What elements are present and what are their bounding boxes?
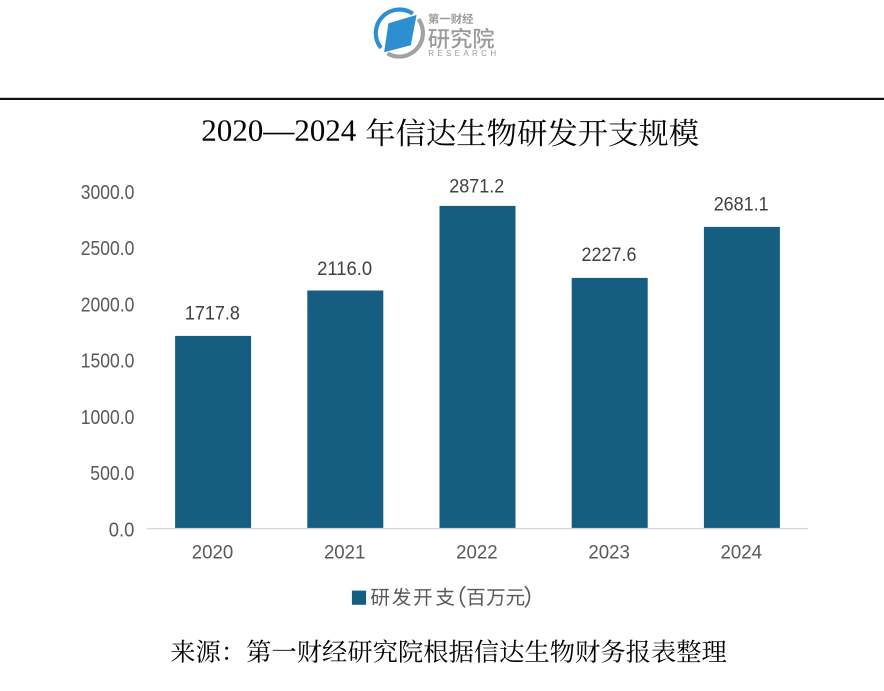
svg-text:2022: 2022 [456,543,498,564]
svg-text:2020: 2020 [192,543,234,564]
svg-text:3000.0: 3000.0 [81,182,135,204]
svg-text:2021: 2021 [324,543,366,564]
svg-text:2871.2: 2871.2 [449,175,504,197]
svg-text:2023: 2023 [588,543,630,564]
svg-text:2500.0: 2500.0 [81,238,135,260]
svg-text:1500.0: 1500.0 [81,351,135,373]
svg-text:500.0: 500.0 [90,463,134,485]
svg-text:2116.0: 2116.0 [317,258,372,280]
svg-text:RESEARCH: RESEARCH [428,49,499,58]
svg-text:1000.0: 1000.0 [81,407,135,429]
svg-text:2227.6: 2227.6 [582,244,637,266]
svg-text:2000.0: 2000.0 [81,294,135,316]
svg-text:1717.8: 1717.8 [185,303,240,325]
svg-text:2681.1: 2681.1 [714,193,769,215]
svg-text:2024: 2024 [721,543,763,564]
svg-text:0.0: 0.0 [109,519,135,541]
